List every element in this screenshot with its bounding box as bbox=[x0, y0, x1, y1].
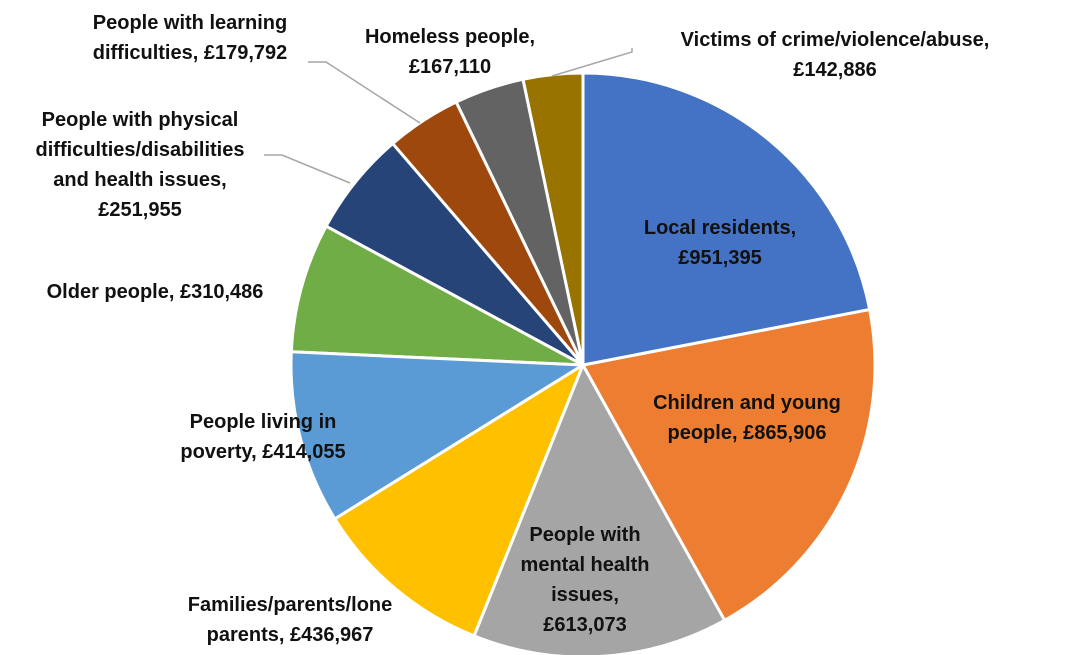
leader-line bbox=[551, 48, 633, 77]
leader-line bbox=[308, 61, 421, 124]
pie-slice bbox=[289, 350, 588, 521]
data-label: Victims of crime/violence/abuse, £142,88… bbox=[680, 29, 990, 81]
data-label: People with mental health issues, £613,0… bbox=[520, 524, 650, 636]
data-label: People living in poverty, £414,055 bbox=[180, 411, 346, 463]
leader-lines bbox=[264, 48, 633, 184]
pie-slice bbox=[472, 361, 727, 655]
data-label: Children and young people, £865,906 bbox=[653, 392, 841, 444]
data-label: Older people, £310,486 bbox=[46, 281, 264, 303]
data-label: Local residents, £951,395 bbox=[643, 217, 797, 269]
data-label: People with learning difficulties, £179,… bbox=[92, 12, 288, 64]
leader-line bbox=[264, 154, 351, 184]
pie-slice bbox=[580, 307, 877, 623]
pie-slice bbox=[289, 224, 584, 367]
data-label: Families/parents/lone parents, £436,967 bbox=[187, 594, 393, 646]
data-label: Homeless people, £167,110 bbox=[364, 26, 536, 78]
pie-slice bbox=[581, 71, 872, 367]
pie-slice bbox=[332, 361, 587, 638]
data-label: People with physical difficulties/disabi… bbox=[35, 109, 245, 221]
